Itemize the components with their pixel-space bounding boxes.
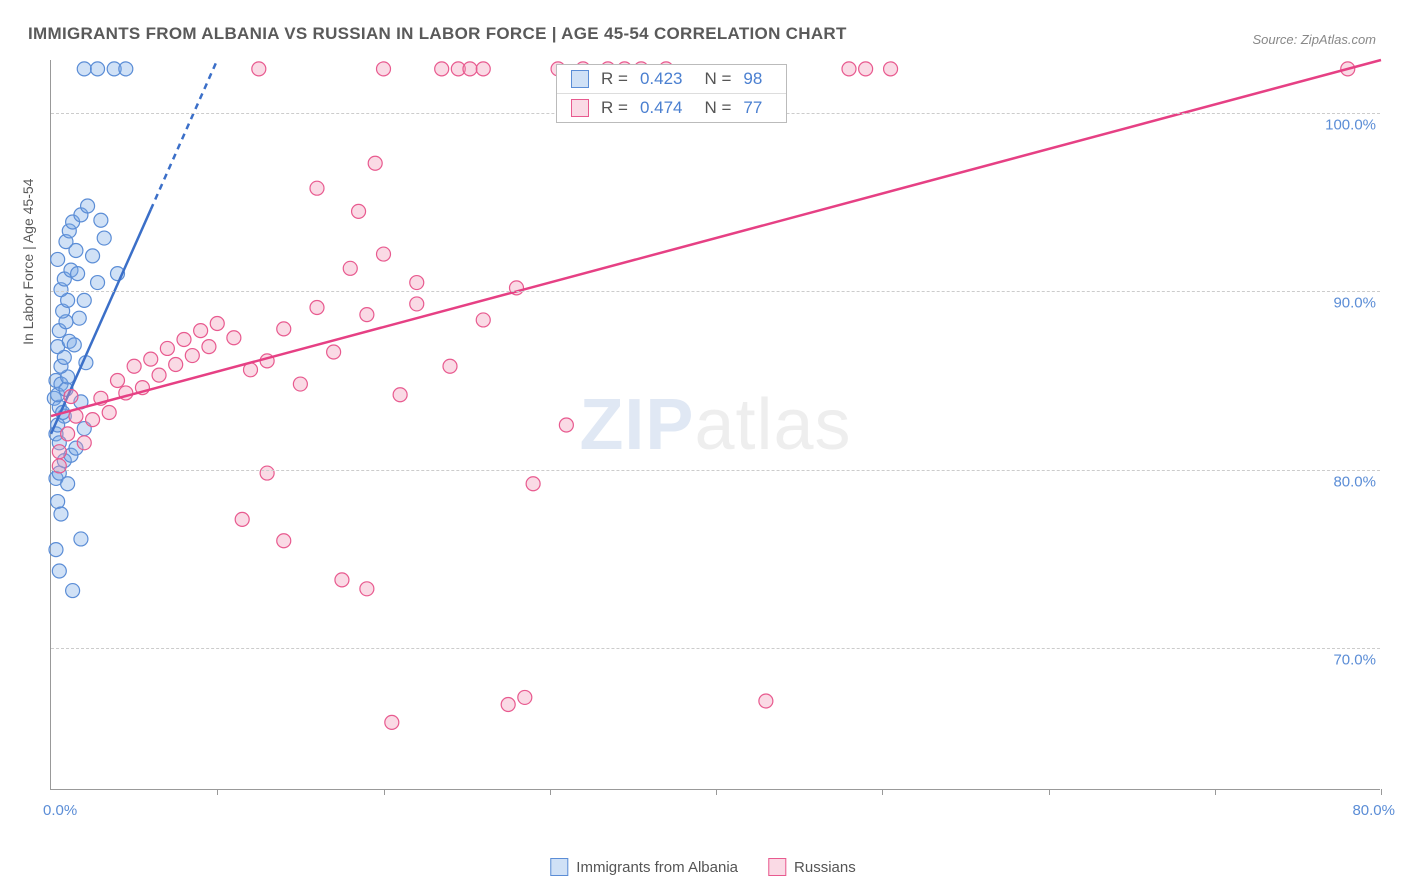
legend-swatch-russians — [571, 99, 589, 117]
y-tick-label: 70.0% — [1327, 651, 1382, 668]
legend-label: Russians — [794, 859, 856, 876]
x-tick — [1381, 789, 1382, 795]
gridline — [51, 291, 1380, 292]
stat-n-value: 98 — [743, 69, 762, 89]
correlation-legend: R = 0.423 N = 98 R = 0.474 N = 77 — [556, 64, 787, 123]
stat-r-label: R = — [601, 69, 628, 89]
stat-r-value: 0.423 — [640, 69, 683, 89]
chart-plot-area: ZIPatlas 0.0% 80.0% 70.0%80.0%90.0%100.0… — [50, 60, 1380, 790]
legend-swatch-russians — [768, 858, 786, 876]
y-tick-label: 80.0% — [1327, 473, 1382, 490]
y-tick-label: 90.0% — [1327, 295, 1382, 312]
chart-svg — [51, 60, 1380, 789]
stat-r-value: 0.474 — [640, 98, 683, 118]
x-axis-min-label: 0.0% — [43, 802, 77, 819]
correlation-legend-row: R = 0.423 N = 98 — [557, 65, 786, 94]
legend-item-albania: Immigrants from Albania — [550, 858, 738, 876]
x-tick — [217, 789, 218, 795]
stat-n-value: 77 — [743, 98, 762, 118]
stat-n-label: N = — [704, 98, 731, 118]
x-tick — [1215, 789, 1216, 795]
stat-r-label: R = — [601, 98, 628, 118]
x-tick — [1049, 789, 1050, 795]
x-tick — [550, 789, 551, 795]
series-legend: Immigrants from Albania Russians — [550, 858, 855, 876]
y-axis-label: In Labor Force | Age 45-54 — [20, 179, 36, 345]
legend-swatch-albania — [550, 858, 568, 876]
x-tick — [882, 789, 883, 795]
y-tick-label: 100.0% — [1319, 117, 1382, 134]
x-axis-max-label: 80.0% — [1352, 802, 1395, 819]
correlation-legend-row: R = 0.474 N = 77 — [557, 94, 786, 122]
legend-label: Immigrants from Albania — [576, 859, 738, 876]
x-tick — [384, 789, 385, 795]
stat-n-label: N = — [704, 69, 731, 89]
x-tick — [716, 789, 717, 795]
gridline — [51, 648, 1380, 649]
source-attribution: Source: ZipAtlas.com — [1252, 32, 1376, 47]
legend-swatch-albania — [571, 70, 589, 88]
legend-item-russians: Russians — [768, 858, 856, 876]
chart-title: IMMIGRANTS FROM ALBANIA VS RUSSIAN IN LA… — [28, 24, 847, 44]
gridline — [51, 470, 1380, 471]
